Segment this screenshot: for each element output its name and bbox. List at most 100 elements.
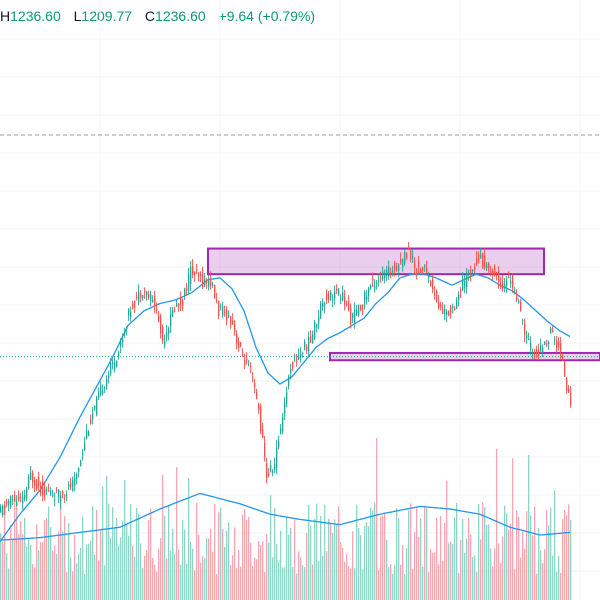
candle-body (342, 292, 344, 300)
candle-body (322, 302, 324, 307)
volume-bar (126, 524, 128, 600)
volume-bar (124, 480, 126, 600)
volume-bar (184, 529, 186, 600)
volume-bar (42, 542, 44, 600)
candle-body (274, 464, 276, 470)
candle-body (384, 274, 386, 278)
volume-bar (528, 454, 530, 600)
volume-bar (516, 510, 518, 600)
candle-body (496, 272, 498, 277)
candle-body (6, 500, 8, 505)
volume-bar (146, 549, 148, 600)
volume-bar (52, 550, 54, 600)
volume-bar (240, 566, 242, 600)
candle-body (206, 281, 208, 284)
candle-body (544, 341, 546, 345)
volume-bar (420, 518, 422, 600)
volume-bar (144, 555, 146, 600)
candle-body (126, 327, 128, 329)
candle-body (202, 273, 204, 288)
volume-bar (442, 560, 444, 600)
candle-body (44, 488, 46, 497)
candle-body (232, 320, 234, 325)
volume-bar (542, 562, 544, 600)
volume-bar (552, 555, 554, 600)
volume-bar (40, 542, 42, 600)
volume-bar (424, 506, 426, 600)
candle-body (360, 305, 362, 311)
volume-bar (218, 512, 220, 600)
volume-bar (72, 571, 74, 600)
volume-bar (484, 507, 486, 600)
close-value: 1236.60 (155, 8, 206, 24)
volume-bar (398, 518, 400, 600)
candle-body (308, 337, 310, 351)
volume-bar (410, 503, 412, 600)
candle-body (228, 314, 230, 317)
volume-bar (198, 534, 200, 600)
candle-body (114, 363, 116, 370)
volume-bar (250, 542, 252, 600)
volume-bar (264, 571, 266, 600)
candle-body (484, 255, 486, 269)
candle-body (8, 500, 10, 506)
volume-bar (482, 502, 484, 600)
volume-bar (234, 527, 236, 600)
candle-body (282, 417, 284, 432)
volume-bar (570, 519, 572, 600)
volume-bar (94, 554, 96, 600)
volume-bar (438, 564, 440, 600)
candle-body (32, 472, 34, 483)
candle-body (78, 467, 80, 472)
volume-bar (60, 501, 62, 600)
volume-bar (436, 517, 438, 600)
candle-body (326, 293, 328, 301)
volume-bar (288, 534, 290, 600)
volume-bar (508, 529, 510, 600)
candle-body (390, 272, 392, 274)
candle-body (458, 293, 460, 300)
volume-bar (290, 527, 292, 600)
volume-bar (470, 534, 472, 600)
volume-bar (546, 509, 548, 600)
candle-body (214, 285, 216, 299)
volume-bar (38, 550, 40, 600)
volume-bar (160, 538, 162, 600)
volume-bar (370, 508, 372, 600)
low-label: L (73, 8, 82, 24)
volume-bar (468, 518, 470, 600)
candle-body (358, 305, 360, 315)
volume-bar (502, 536, 504, 600)
volume-bar (30, 544, 32, 600)
candle-body (146, 291, 148, 296)
volume-bar (16, 504, 18, 600)
volume-bar (488, 524, 490, 600)
volume-bar (226, 530, 228, 600)
volume-bar (12, 538, 14, 600)
candle-body (116, 360, 118, 367)
volume-bar (154, 564, 156, 600)
volume-bar (32, 564, 34, 600)
high-label: H (0, 8, 11, 24)
candle-body (512, 274, 514, 288)
candle-body (252, 377, 254, 379)
volume-bar (228, 522, 230, 600)
volume-bar (74, 534, 76, 600)
resistance-zone (207, 247, 545, 276)
candle-body (128, 308, 130, 316)
volume-bar (102, 486, 104, 600)
candle-body (416, 269, 418, 273)
candle-body (258, 404, 260, 410)
candle-body (448, 311, 450, 316)
volume-bar (212, 551, 214, 600)
volume-bar (560, 572, 562, 600)
volume-bar (168, 506, 170, 600)
volume-bar (446, 480, 448, 600)
volume-bar (122, 521, 124, 600)
volume-bar (120, 537, 122, 600)
candle-body (62, 491, 64, 495)
volume-bar (224, 547, 226, 600)
candle-body (442, 309, 444, 315)
candle-body (382, 271, 384, 280)
